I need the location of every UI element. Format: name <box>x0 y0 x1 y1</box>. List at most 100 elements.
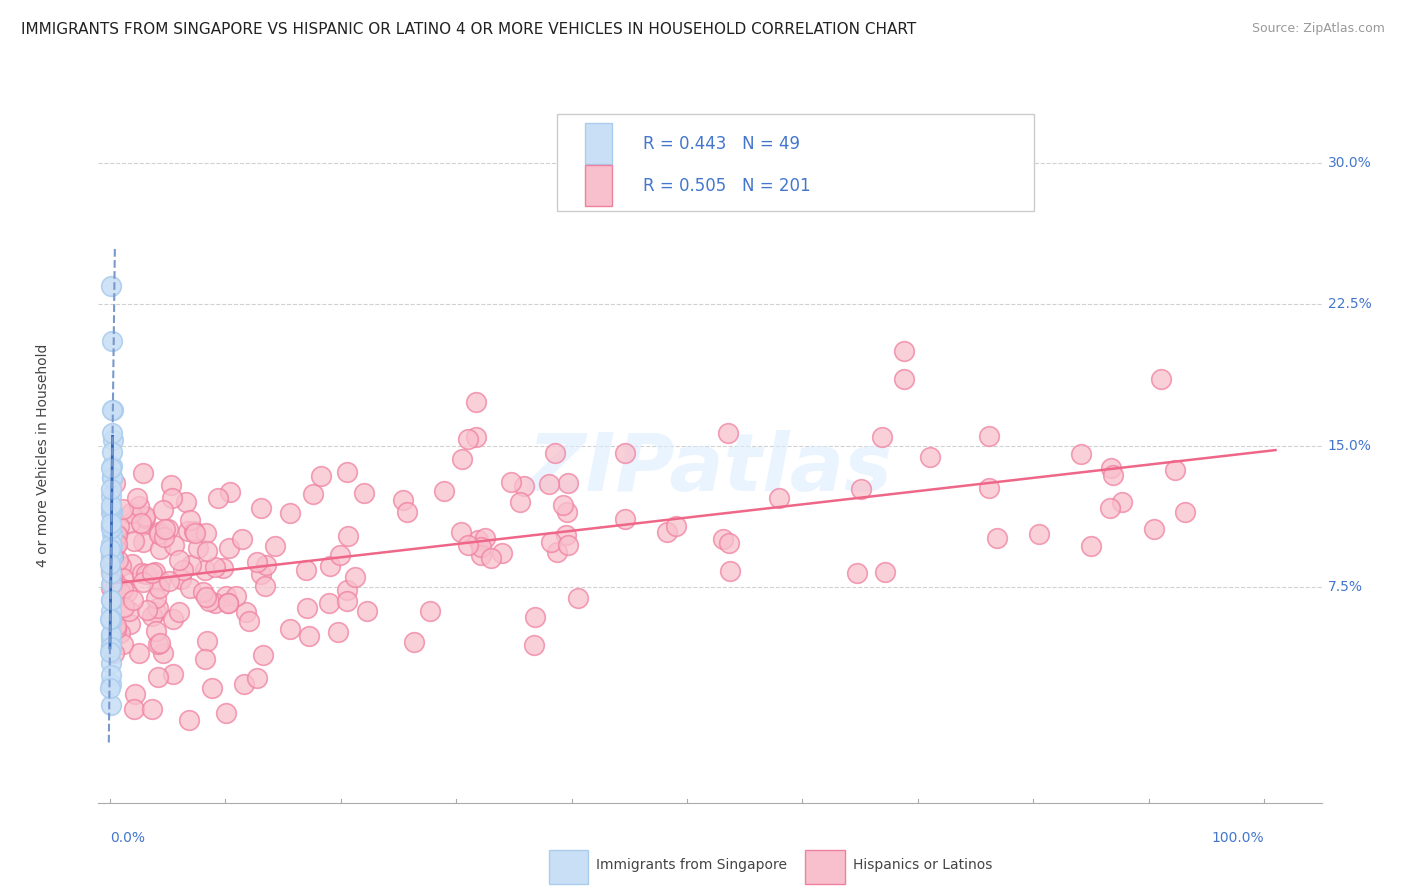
Point <box>235 605 257 619</box>
Point <box>177 524 200 538</box>
Point <box>336 582 359 597</box>
Point <box>112 600 135 615</box>
Point <box>457 432 479 446</box>
Point <box>100 681 122 696</box>
Point <box>107 552 129 566</box>
Point <box>118 617 141 632</box>
Point <box>107 537 129 551</box>
Point <box>353 486 375 500</box>
Point <box>174 495 197 509</box>
Point <box>101 334 124 348</box>
Point <box>149 636 172 650</box>
Point <box>252 648 274 662</box>
Point <box>467 533 489 547</box>
Point <box>145 605 167 619</box>
Point <box>544 446 567 460</box>
Point <box>538 476 561 491</box>
Point <box>180 558 202 573</box>
Point <box>100 516 122 530</box>
Point <box>148 524 170 539</box>
Point <box>513 478 536 492</box>
FancyBboxPatch shape <box>585 165 612 206</box>
Point <box>141 702 163 716</box>
Point <box>141 566 163 580</box>
Point <box>101 505 124 519</box>
Point <box>148 526 170 541</box>
Point <box>1070 447 1092 461</box>
Point <box>204 596 226 610</box>
Point <box>1028 526 1050 541</box>
Point <box>356 604 378 618</box>
Point <box>105 527 128 541</box>
Point <box>100 614 122 628</box>
Point <box>720 564 742 578</box>
Point <box>145 624 167 639</box>
Point <box>711 533 734 547</box>
Point <box>450 524 472 539</box>
Point <box>132 575 155 590</box>
Point <box>218 541 240 555</box>
Point <box>100 501 122 516</box>
Point <box>100 592 122 607</box>
Point <box>523 610 546 624</box>
Point <box>295 600 318 615</box>
Point <box>523 638 546 652</box>
Point <box>100 278 122 293</box>
Point <box>319 559 342 574</box>
Point <box>253 579 276 593</box>
Point <box>278 506 301 520</box>
Point <box>1164 463 1187 477</box>
Point <box>131 518 153 533</box>
Text: ZIPatlas: ZIPatlas <box>527 430 893 508</box>
Point <box>309 468 332 483</box>
Point <box>204 559 226 574</box>
Point <box>112 637 135 651</box>
Point <box>177 713 200 727</box>
Point <box>148 581 170 595</box>
Point <box>404 635 426 649</box>
Point <box>122 702 145 716</box>
Point <box>162 666 184 681</box>
Point <box>768 491 790 506</box>
Point <box>1080 539 1102 553</box>
Point <box>194 651 217 665</box>
Point <box>238 614 260 628</box>
Point <box>143 565 166 579</box>
Point <box>465 430 488 444</box>
Point <box>112 572 135 586</box>
Point <box>179 582 201 596</box>
Point <box>104 622 127 636</box>
Point <box>100 626 122 640</box>
Text: Source: ZipAtlas.com: Source: ZipAtlas.com <box>1251 22 1385 36</box>
Text: 0.0%: 0.0% <box>110 831 145 845</box>
Point <box>115 584 138 599</box>
Point <box>101 402 124 417</box>
Point <box>100 542 122 557</box>
Point <box>100 460 122 475</box>
Point <box>153 530 176 544</box>
Point <box>101 433 124 447</box>
Point <box>112 582 135 596</box>
Point <box>100 490 122 504</box>
Point <box>128 646 150 660</box>
Point <box>231 532 253 546</box>
Point <box>665 519 688 533</box>
Point <box>893 343 915 358</box>
Point <box>201 681 224 695</box>
Point <box>557 475 579 490</box>
Point <box>219 484 242 499</box>
Point <box>845 566 868 580</box>
Point <box>105 619 128 633</box>
Point <box>111 502 134 516</box>
Point <box>194 563 217 577</box>
Point <box>134 509 156 524</box>
Text: IMMIGRANTS FROM SINGAPORE VS HISPANIC OR LATINO 4 OR MORE VEHICLES IN HOUSEHOLD : IMMIGRANTS FROM SINGAPORE VS HISPANIC OR… <box>21 22 917 37</box>
Point <box>146 600 169 615</box>
Point <box>295 563 318 577</box>
Point <box>187 541 209 556</box>
Point <box>163 538 186 552</box>
Point <box>540 535 562 549</box>
Point <box>101 588 124 602</box>
Point <box>194 591 217 605</box>
Point <box>318 596 340 610</box>
